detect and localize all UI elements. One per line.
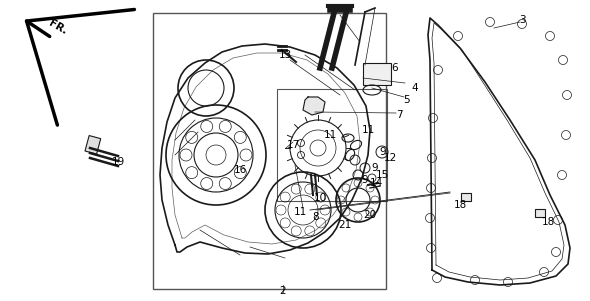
Polygon shape bbox=[303, 97, 325, 115]
Text: 16: 16 bbox=[234, 165, 247, 175]
Text: 7: 7 bbox=[396, 110, 402, 120]
Text: 11: 11 bbox=[293, 207, 307, 217]
Text: 11: 11 bbox=[361, 125, 375, 135]
Text: 15: 15 bbox=[375, 170, 389, 180]
Bar bbox=[153, 13, 386, 289]
Text: 11: 11 bbox=[323, 130, 337, 140]
Bar bbox=[461, 193, 471, 201]
Text: 13: 13 bbox=[278, 50, 291, 60]
Text: 3: 3 bbox=[519, 15, 525, 25]
Text: 5: 5 bbox=[404, 95, 410, 105]
Text: FR.: FR. bbox=[47, 18, 69, 36]
Text: 12: 12 bbox=[384, 153, 396, 163]
Text: 9: 9 bbox=[362, 175, 368, 185]
Bar bbox=[85, 135, 101, 154]
Text: 17: 17 bbox=[286, 140, 300, 150]
Text: 9: 9 bbox=[380, 147, 386, 157]
Text: 18: 18 bbox=[453, 200, 467, 210]
Text: 4: 4 bbox=[412, 83, 418, 93]
Text: 14: 14 bbox=[369, 178, 383, 188]
Bar bbox=[363, 63, 391, 85]
Text: 18: 18 bbox=[542, 217, 555, 227]
Text: 2: 2 bbox=[280, 286, 286, 296]
Text: 21: 21 bbox=[339, 220, 352, 230]
Text: 10: 10 bbox=[313, 193, 326, 203]
Text: 9: 9 bbox=[372, 163, 378, 173]
Bar bbox=[277, 89, 387, 201]
Text: 6: 6 bbox=[392, 63, 398, 73]
Bar bbox=[535, 209, 545, 217]
Text: 8: 8 bbox=[313, 212, 319, 222]
Text: 20: 20 bbox=[363, 210, 376, 220]
Text: 19: 19 bbox=[112, 157, 124, 167]
